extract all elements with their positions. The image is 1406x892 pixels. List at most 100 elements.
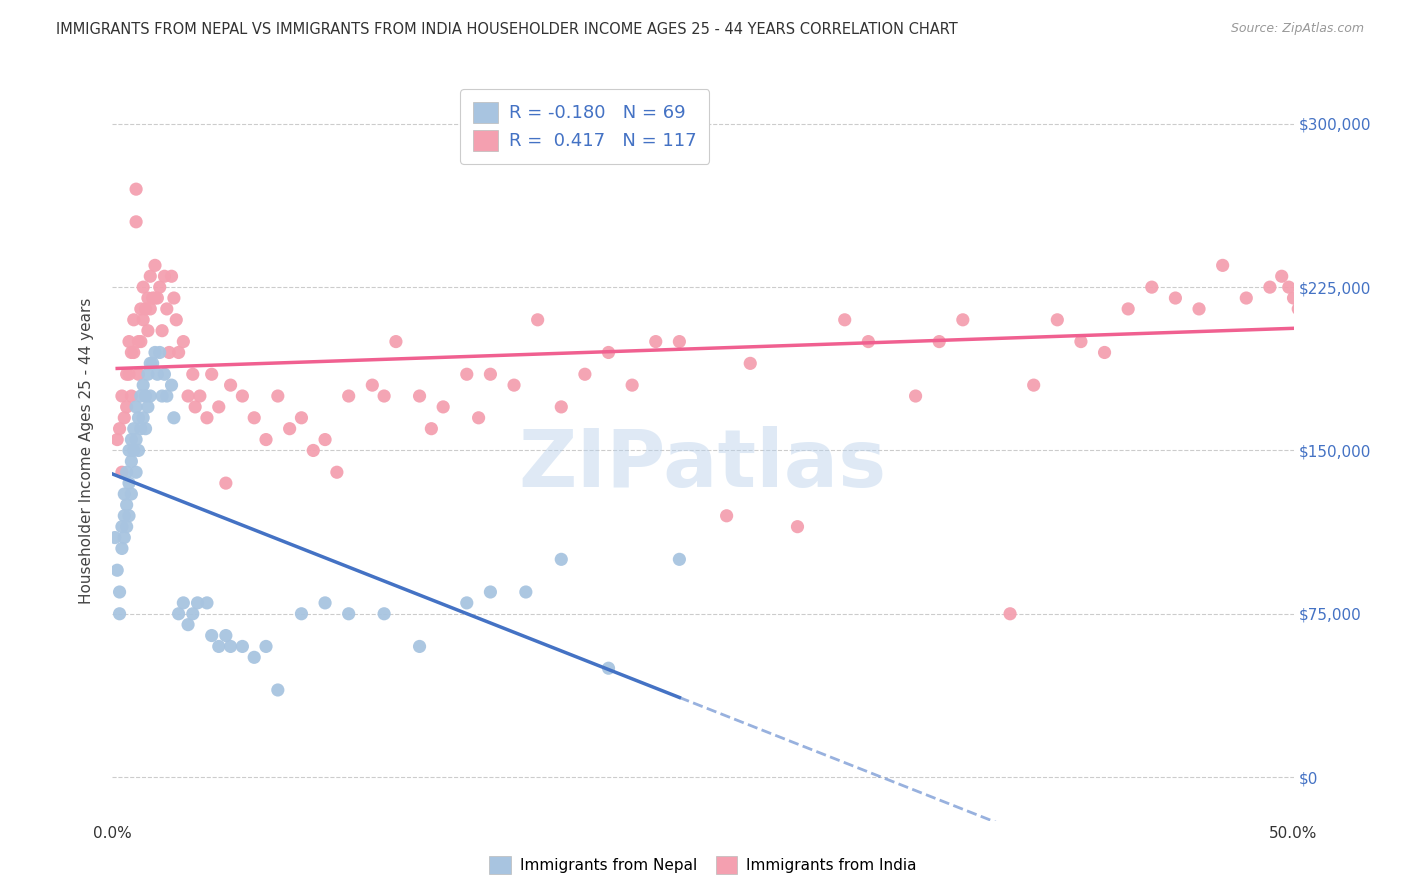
Point [314,596,336,610]
Point [998,607,1021,621]
Point [156,301,179,316]
Point [254,640,277,654]
Point [668,552,690,566]
Point [1353,269,1375,284]
Point [115,498,138,512]
Point [526,313,548,327]
Point [112,508,135,523]
Point [132,378,155,392]
Point [456,368,478,382]
Point [120,433,142,447]
Point [122,313,145,327]
Point [1282,291,1305,305]
Point [290,607,312,621]
Legend: R = -0.180   N = 69, R =  0.417   N = 117: R = -0.180 N = 69, R = 0.417 N = 117 [460,89,710,163]
Point [177,389,200,403]
Point [1271,269,1294,284]
Point [132,280,155,294]
Point [163,410,186,425]
Point [668,334,690,349]
Point [858,334,880,349]
Point [254,433,277,447]
Point [136,324,159,338]
Point [165,313,187,327]
Point [142,291,165,305]
Point [1046,313,1069,327]
Point [1164,291,1187,305]
Point [1094,345,1116,359]
Point [1286,301,1309,316]
Point [186,596,208,610]
Point [177,617,200,632]
Point [740,356,762,370]
Point [160,269,183,284]
Point [267,683,290,698]
Point [136,291,159,305]
Point [1365,280,1388,294]
Point [153,269,176,284]
Point [120,487,142,501]
Point [172,334,194,349]
Point [139,301,162,316]
Point [1258,280,1281,294]
Point [479,585,502,599]
Point [118,368,141,382]
Point [108,422,131,436]
Point [550,400,572,414]
Point [129,422,152,436]
Point [139,389,162,403]
Point [118,476,141,491]
Point [201,628,224,642]
Point [786,519,808,533]
Point [125,215,148,229]
Point [201,368,224,382]
Point [172,596,194,610]
Point [115,465,138,479]
Point [153,368,176,382]
Point [115,400,138,414]
Point [278,422,301,436]
Point [108,607,131,621]
Point [115,519,138,533]
Point [1234,291,1257,305]
Point [1306,301,1329,316]
Point [122,422,145,436]
Point [621,378,644,392]
Point [142,356,165,370]
Point [373,607,395,621]
Point [952,313,974,327]
Point [644,334,666,349]
Point [1022,378,1045,392]
Point [105,433,128,447]
Point [111,389,134,403]
Point [385,334,408,349]
Point [1294,280,1316,294]
Point [314,433,336,447]
Point [467,410,489,425]
Point [115,368,138,382]
Point [834,313,856,327]
Point [1140,280,1163,294]
Point [135,301,157,316]
Point [290,410,312,425]
Point [139,356,162,370]
Point [195,410,218,425]
Point [928,334,950,349]
Point [1341,280,1364,294]
Point [127,443,149,458]
Point [111,465,134,479]
Point [132,410,155,425]
Point [135,389,157,403]
Point [118,334,141,349]
Point [127,368,149,382]
Point [181,368,204,382]
Point [127,410,149,425]
Point [105,563,128,577]
Point [361,378,384,392]
Point [132,313,155,327]
Point [598,345,620,359]
Point [503,378,526,392]
Point [167,345,190,359]
Point [112,487,135,501]
Point [146,291,169,305]
